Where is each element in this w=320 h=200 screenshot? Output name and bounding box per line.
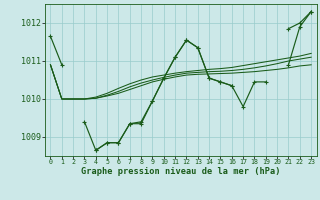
X-axis label: Graphe pression niveau de la mer (hPa): Graphe pression niveau de la mer (hPa): [81, 167, 281, 176]
